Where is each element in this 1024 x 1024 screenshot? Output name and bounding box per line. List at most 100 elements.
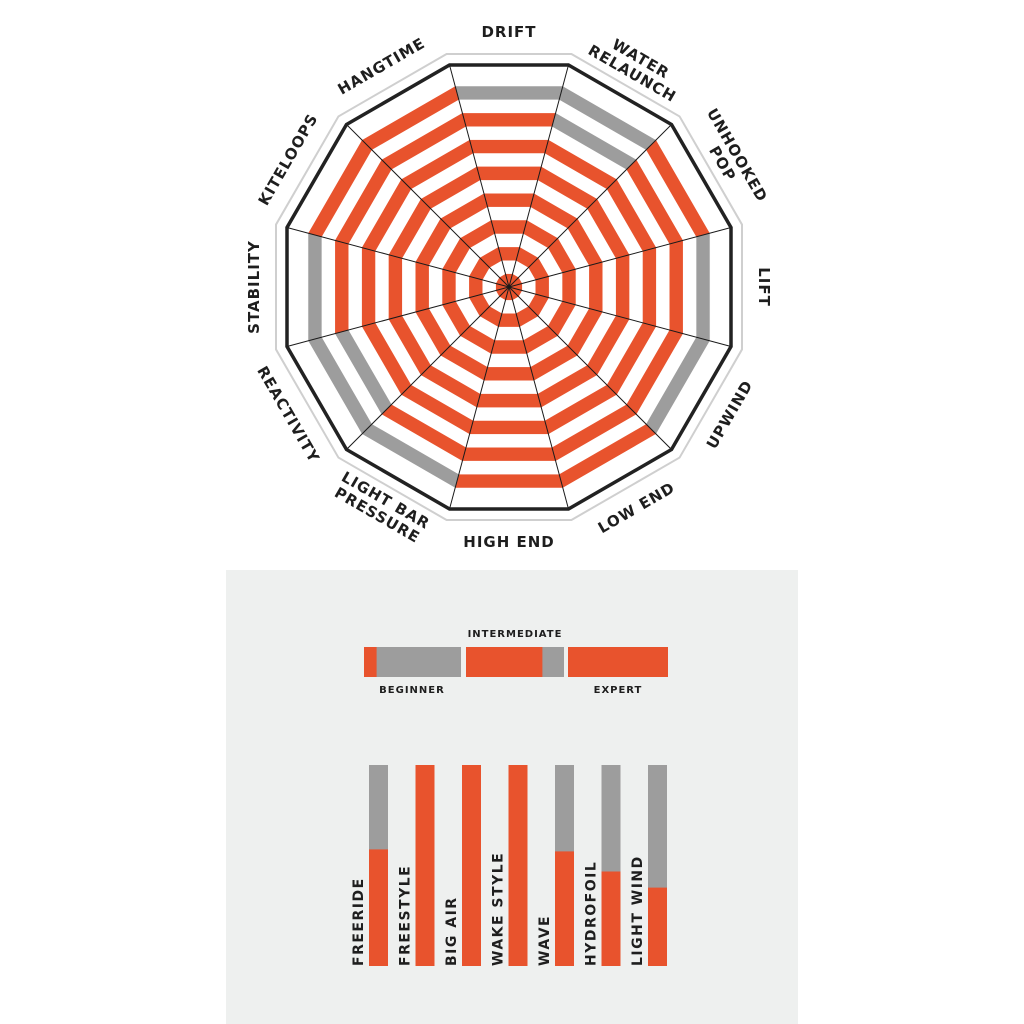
radar-band <box>494 233 524 248</box>
discipline-bar: WAKE STYLE <box>491 765 528 966</box>
radar-spokes <box>286 64 732 510</box>
skill-level-chart: BEGINNER INTERMEDIATE EXPERT <box>364 629 668 696</box>
discipline-bar: BIG AIR <box>444 765 481 966</box>
radar-band <box>479 380 539 395</box>
skill-level-label: BEGINNER <box>379 685 445 696</box>
skill-level-segment: BEGINNER <box>364 647 461 696</box>
discipline-bar: WAVE <box>537 765 574 966</box>
radar-band <box>472 407 546 422</box>
radar-band <box>483 367 535 382</box>
radar-band <box>451 72 567 87</box>
radar-band <box>454 85 564 100</box>
radar-chart-svg: DRIFTWATERRELAUNCHUNHOOKEDPOPLIFTUPWINDL… <box>245 23 773 551</box>
radar-band <box>669 239 684 335</box>
radar-band <box>602 257 617 317</box>
radar-band <box>414 261 429 313</box>
discipline-bar-label: WAKE STYLE <box>491 852 507 966</box>
radar-band <box>451 487 567 502</box>
discipline-bar-fill <box>462 765 481 966</box>
discipline-bar-label: BIG AIR <box>444 896 460 966</box>
radar-axis-label-line: UPWIND <box>703 377 757 452</box>
radar-spoke <box>346 286 510 450</box>
radar-band <box>490 340 528 355</box>
radar-band <box>490 219 528 234</box>
radar-spoke <box>346 124 510 288</box>
discipline-bar-fill <box>555 851 574 966</box>
radar-band <box>374 250 389 324</box>
radar-band <box>465 434 553 449</box>
radar-band <box>589 261 604 313</box>
radar-band <box>494 326 524 341</box>
radar-band <box>483 192 535 207</box>
radar-band <box>562 268 577 306</box>
radar-axis-label-line: STABILITY <box>245 240 263 334</box>
radar-band <box>476 166 542 181</box>
discipline-bar-fill <box>508 765 528 966</box>
radar-spoke <box>508 286 672 450</box>
radar-band <box>458 99 560 114</box>
radar-band <box>294 229 309 345</box>
ratings-panel: BEGINNER INTERMEDIATE EXPERT FREERIDE FREES… <box>226 570 798 1024</box>
radar-axis-label: UPWIND <box>703 377 757 452</box>
skill-level-segment: EXPERT <box>568 647 668 696</box>
radar-band <box>361 247 376 327</box>
discipline-bar-fill <box>601 871 621 966</box>
radar-band <box>401 257 416 317</box>
radar-band <box>458 460 560 475</box>
discipline-bar: FREESTYLE <box>398 765 435 966</box>
radar-band <box>347 243 362 331</box>
radar-band <box>696 232 711 342</box>
radar-band <box>307 232 322 342</box>
skill-level-segment: INTERMEDIATE <box>466 629 564 677</box>
radar-axis-label-line: LIFT <box>755 267 773 307</box>
radar-band <box>469 139 549 154</box>
radar-band <box>455 272 470 302</box>
radar-sector <box>294 229 511 345</box>
radar-band <box>441 268 456 306</box>
radar-band <box>479 179 539 194</box>
radar-sector <box>294 129 511 288</box>
skill-level-fill <box>568 647 668 677</box>
radar-axis-label-line: DRIFT <box>481 23 536 41</box>
radar-band <box>428 265 443 309</box>
discipline-bar-fill <box>369 849 388 966</box>
radar-sector <box>507 286 724 445</box>
radar-sector <box>507 229 724 345</box>
radar-band <box>656 243 671 331</box>
radar-spoke <box>286 286 510 347</box>
radar-axis-label: DRIFT <box>481 23 536 41</box>
radar-spoke <box>449 286 510 510</box>
radar-band <box>465 125 553 140</box>
radar-band <box>629 250 644 324</box>
radar-band <box>548 272 563 302</box>
radar-band <box>461 447 557 462</box>
radar-sector <box>507 129 724 288</box>
discipline-bar-label: FREESTYLE <box>398 865 414 966</box>
radar-axis-label: HANGTIME <box>335 34 429 98</box>
radar-band <box>615 254 630 320</box>
radar-axis-label-line: HIGH END <box>463 533 554 551</box>
radar-spoke <box>508 64 569 288</box>
discipline-bar: LIGHT WIND <box>630 765 667 966</box>
discipline-bar-label: HYDROFOIL <box>584 861 600 966</box>
radar-band <box>642 247 657 327</box>
radar-spoke <box>286 227 510 288</box>
radar-spoke <box>508 286 732 347</box>
radar-band <box>334 239 349 335</box>
radar-band <box>454 474 564 489</box>
discipline-bar-fill <box>648 887 667 966</box>
radar-spoke <box>508 227 732 288</box>
radar-band <box>321 236 336 338</box>
skill-level-label: INTERMEDIATE <box>468 629 563 640</box>
radar-spoke <box>449 64 510 288</box>
radar-spoke <box>508 124 672 288</box>
radar-band <box>487 206 531 221</box>
radar-outer-frame <box>275 53 743 521</box>
discipline-bar: HYDROFOIL <box>584 765 621 966</box>
discipline-bar-label: FREERIDE <box>351 877 367 966</box>
skill-level-fill <box>364 647 377 677</box>
discipline-bar-label: LIGHT WIND <box>630 855 646 966</box>
radar-axis-label: HIGH END <box>463 533 554 551</box>
discipline-bar-label: WAVE <box>537 915 553 966</box>
radar-band <box>487 353 531 368</box>
